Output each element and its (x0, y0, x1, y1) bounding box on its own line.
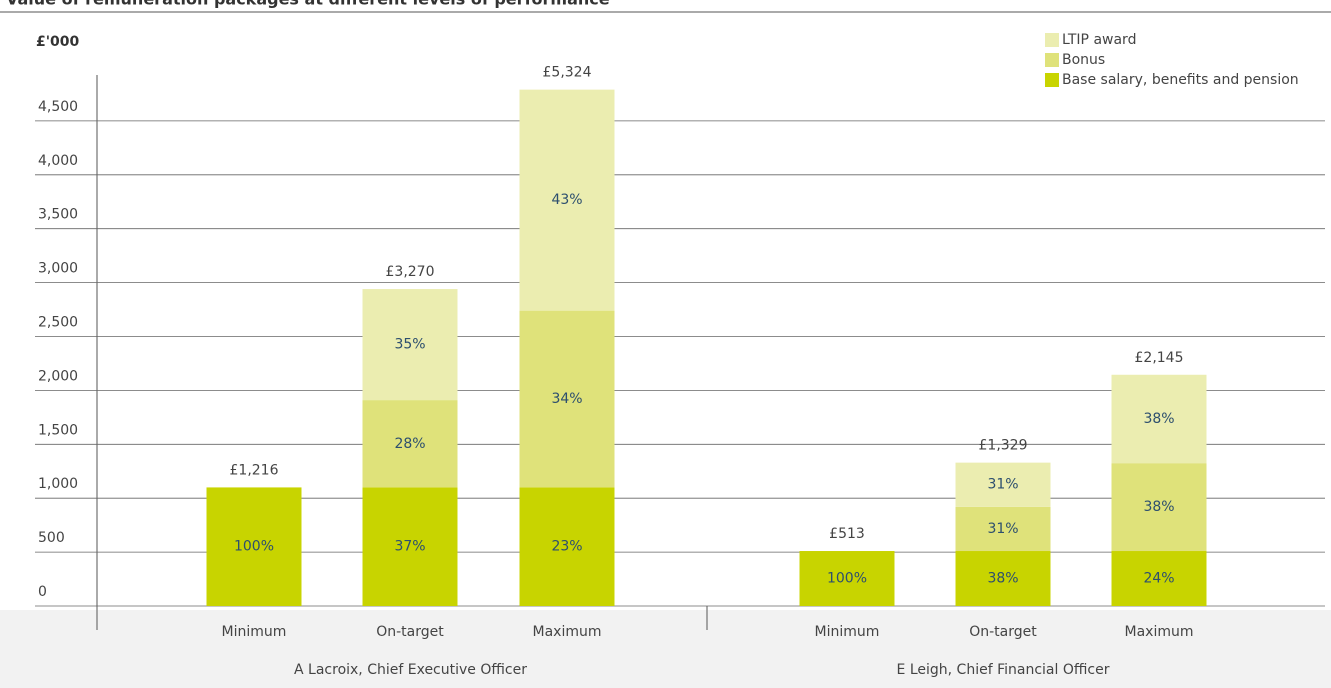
legend-swatch (1045, 53, 1059, 67)
bar-segment (519, 89, 615, 311)
y-tick-label: 0 (38, 584, 47, 600)
total-label: £513 (829, 526, 865, 542)
legend-label: Bonus (1062, 52, 1105, 68)
total-label: £3,270 (386, 264, 435, 280)
group-label: A Lacroix, Chief Executive Officer (294, 662, 527, 678)
legend-swatch (1045, 73, 1059, 87)
x-tick-label: Maximum (1125, 624, 1194, 640)
bar-segment (362, 487, 458, 606)
share-label: 100% (234, 539, 274, 555)
bar-segment (519, 310, 615, 488)
bar-segment (955, 462, 1051, 507)
bar-segment (362, 400, 458, 488)
bar-segment (206, 487, 302, 606)
bar-segment (1111, 374, 1207, 464)
y-tick-label: 3,000 (38, 261, 78, 277)
y-tick-label: 4,000 (38, 153, 78, 169)
y-tick-label: 3,500 (38, 207, 78, 223)
y-axis-label: £'000 (36, 34, 80, 50)
bar-segment (1111, 463, 1207, 552)
bar-segment (955, 551, 1051, 606)
group-label: E Leigh, Chief Financial Officer (897, 662, 1110, 678)
legend-label: LTIP award (1062, 32, 1136, 48)
bar-segment (362, 289, 458, 401)
x-tick-label: Minimum (815, 624, 880, 640)
bar-segment (955, 506, 1051, 552)
footer-band (0, 610, 1331, 688)
y-tick-label: 2,500 (38, 315, 78, 331)
total-label: £5,324 (543, 65, 592, 81)
y-tick-label: 2,000 (38, 368, 78, 384)
y-tick-label: 1,500 (38, 422, 78, 438)
legend-label: Base salary, benefits and pension (1062, 72, 1299, 88)
y-tick-label: 500 (38, 530, 65, 546)
share-label: 38% (1143, 499, 1174, 515)
bar-segment (1111, 551, 1207, 606)
legend-swatch (1045, 33, 1059, 47)
total-label: £1,329 (979, 438, 1028, 454)
y-tick-label: 1,000 (38, 476, 78, 492)
total-label: £1,216 (230, 462, 279, 478)
share-label: 24% (1143, 571, 1174, 587)
share-label: 43% (551, 192, 582, 208)
share-label: 38% (1143, 411, 1174, 427)
total-label: £2,145 (1135, 350, 1184, 366)
x-tick-label: On-target (969, 624, 1037, 640)
y-tick-label: 4,500 (38, 99, 78, 115)
share-label: 37% (394, 539, 425, 555)
share-label: 34% (551, 391, 582, 407)
chart-title: Value of remuneration packages at differ… (6, 0, 610, 9)
x-tick-label: Minimum (222, 624, 287, 640)
share-label: 100% (827, 571, 867, 587)
share-label: 31% (987, 477, 1018, 493)
bar-segment (799, 551, 895, 606)
share-label: 35% (394, 337, 425, 353)
x-tick-label: Maximum (533, 624, 602, 640)
x-tick-label: On-target (376, 624, 444, 640)
share-label: 38% (987, 571, 1018, 587)
bar-segment (519, 487, 615, 606)
share-label: 23% (551, 539, 582, 555)
share-label: 28% (394, 436, 425, 452)
share-label: 31% (987, 521, 1018, 537)
